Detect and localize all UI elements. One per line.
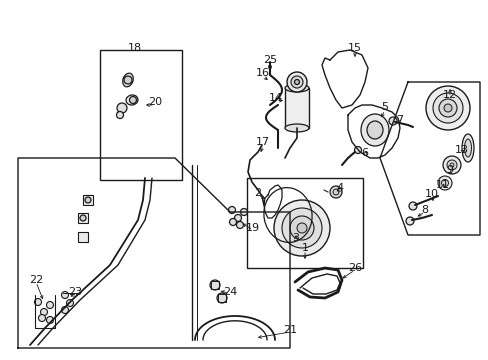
- Text: 4: 4: [336, 183, 343, 193]
- Circle shape: [446, 160, 456, 170]
- Circle shape: [46, 302, 53, 309]
- Circle shape: [116, 112, 123, 118]
- Text: 6: 6: [361, 148, 368, 158]
- Circle shape: [229, 219, 236, 225]
- Bar: [83, 195, 93, 205]
- Circle shape: [405, 217, 413, 225]
- Circle shape: [443, 104, 451, 112]
- Circle shape: [234, 215, 241, 221]
- Circle shape: [296, 223, 306, 233]
- Text: 19: 19: [245, 223, 260, 233]
- Text: 22: 22: [29, 275, 43, 285]
- Text: 14: 14: [268, 93, 283, 103]
- Circle shape: [442, 156, 460, 174]
- Ellipse shape: [360, 114, 388, 146]
- Circle shape: [438, 99, 456, 117]
- Text: 13: 13: [454, 145, 468, 155]
- Text: 24: 24: [223, 287, 237, 297]
- Text: 20: 20: [148, 97, 162, 107]
- Text: 2: 2: [254, 188, 261, 198]
- Bar: [100, 50, 182, 180]
- Circle shape: [294, 80, 299, 85]
- Bar: [218, 294, 225, 302]
- Circle shape: [66, 300, 73, 306]
- Bar: [78, 213, 88, 223]
- Circle shape: [286, 72, 306, 92]
- Text: 26: 26: [347, 263, 361, 273]
- Ellipse shape: [126, 95, 138, 105]
- Circle shape: [129, 96, 136, 104]
- Circle shape: [209, 280, 220, 290]
- Circle shape: [41, 309, 47, 315]
- Bar: [78, 232, 88, 242]
- Bar: [210, 281, 219, 289]
- Circle shape: [354, 147, 361, 153]
- Ellipse shape: [122, 73, 133, 87]
- Text: 23: 23: [68, 287, 82, 297]
- Circle shape: [449, 163, 453, 167]
- Text: 8: 8: [421, 205, 427, 215]
- Circle shape: [290, 76, 303, 88]
- Ellipse shape: [285, 84, 308, 92]
- Text: 10: 10: [424, 189, 438, 199]
- Ellipse shape: [285, 124, 308, 132]
- Circle shape: [217, 293, 226, 303]
- Circle shape: [282, 208, 321, 248]
- Circle shape: [228, 207, 235, 213]
- Text: 5: 5: [381, 102, 387, 112]
- Bar: [246, 178, 362, 268]
- Text: 9: 9: [446, 165, 453, 175]
- Circle shape: [46, 316, 53, 324]
- Circle shape: [289, 216, 313, 240]
- Circle shape: [124, 76, 132, 84]
- Circle shape: [408, 202, 416, 210]
- Circle shape: [236, 221, 243, 229]
- Circle shape: [61, 292, 68, 298]
- Circle shape: [425, 86, 469, 130]
- Circle shape: [35, 298, 41, 306]
- Ellipse shape: [366, 121, 382, 139]
- Text: 1: 1: [301, 243, 308, 253]
- Bar: [285, 88, 308, 128]
- Text: 15: 15: [347, 43, 361, 53]
- Circle shape: [432, 93, 462, 123]
- Circle shape: [117, 103, 127, 113]
- Text: 25: 25: [263, 55, 277, 65]
- Circle shape: [332, 189, 338, 195]
- Circle shape: [240, 208, 247, 216]
- Circle shape: [388, 117, 396, 125]
- Circle shape: [61, 306, 68, 314]
- Text: 18: 18: [128, 43, 142, 53]
- Ellipse shape: [461, 134, 473, 162]
- Text: 7: 7: [396, 115, 403, 125]
- Text: 12: 12: [442, 90, 456, 100]
- Text: 11: 11: [435, 180, 449, 190]
- Text: 21: 21: [283, 325, 296, 335]
- Circle shape: [273, 200, 329, 256]
- Text: 3: 3: [292, 233, 299, 243]
- Text: 17: 17: [255, 137, 269, 147]
- Circle shape: [85, 197, 91, 203]
- Ellipse shape: [464, 139, 470, 157]
- Circle shape: [80, 215, 86, 221]
- Circle shape: [441, 180, 447, 186]
- Circle shape: [39, 315, 45, 321]
- Circle shape: [329, 186, 341, 198]
- Circle shape: [437, 176, 451, 190]
- Text: 16: 16: [256, 68, 269, 78]
